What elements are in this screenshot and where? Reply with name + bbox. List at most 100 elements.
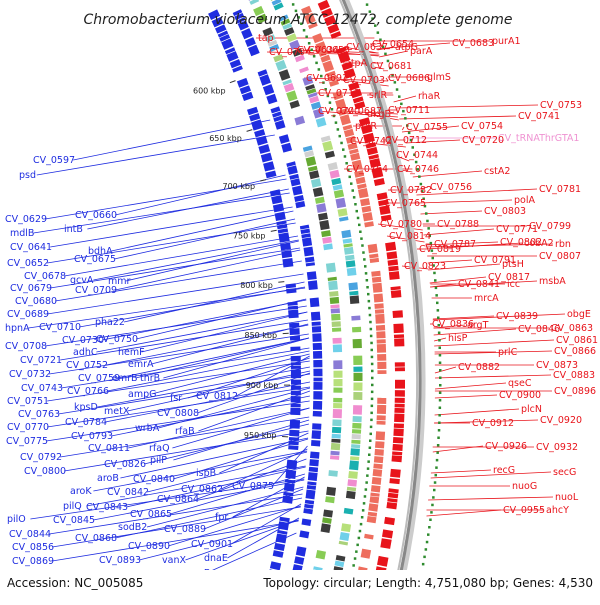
right-label-connector xyxy=(399,116,516,119)
gc-dot xyxy=(371,356,374,359)
forward-cds-track-block xyxy=(370,496,380,503)
reverse-cds-track-block xyxy=(256,136,268,146)
reverse-gene-track-block xyxy=(241,28,253,39)
reverse-gene-track-block xyxy=(303,508,313,514)
gene-label-reverse: emrB xyxy=(112,373,138,384)
cog-category-track-2-block xyxy=(249,0,259,5)
reverse-gene-track-block xyxy=(313,351,322,359)
gene-label-forward: CV_0746 xyxy=(397,164,439,175)
forward-gene-track-block xyxy=(390,469,401,478)
forward-gene-track-block xyxy=(387,251,398,259)
gc-dot xyxy=(369,447,372,450)
gene-label-forward: qseC xyxy=(508,378,532,389)
reverse-gene-track-block xyxy=(294,195,304,202)
gene-label-forward: CV_0741 xyxy=(518,111,560,122)
gc-dot xyxy=(365,272,368,275)
gc-dot xyxy=(439,392,442,395)
forward-gene-track-block xyxy=(389,271,400,280)
gene-label-reverse: CV_0784 xyxy=(65,417,107,428)
cog-category-track-block xyxy=(347,487,356,492)
reverse-cds-track-block xyxy=(273,203,284,212)
reverse-gene-track-block xyxy=(292,186,303,196)
gene-label-reverse: emrA xyxy=(128,359,154,370)
cog-category-track-block xyxy=(353,356,362,365)
gene-label-forward: CV_0744 xyxy=(396,150,438,161)
gene-label-reverse: CV_0812 xyxy=(196,391,238,402)
reverse-cds-track-block xyxy=(290,408,300,415)
gc-dot xyxy=(404,117,407,120)
gene-label-reverse: fsr xyxy=(170,393,182,404)
reverse-gene-track-block xyxy=(312,430,322,439)
gene-label-forward: icc xyxy=(507,279,520,290)
gc-dot xyxy=(292,3,295,5)
reverse-cds-track-block xyxy=(288,445,298,450)
cog-category-track-block xyxy=(352,423,361,429)
reverse-cds-track-block xyxy=(291,404,301,408)
cog-category-track-block xyxy=(341,230,351,239)
cog-category-track-block xyxy=(347,268,357,277)
reverse-gene-track-block xyxy=(263,84,274,95)
cog-category-track-block xyxy=(336,198,347,209)
gc-dot xyxy=(439,399,442,402)
cog-category-track-block xyxy=(343,243,352,247)
gene-label-forward: nuoG xyxy=(512,481,537,492)
forward-cds-track-block xyxy=(367,516,377,523)
gc-dot xyxy=(366,3,369,6)
forward-gene-track-block xyxy=(394,334,404,338)
gene-label-forward: CV_0883 xyxy=(553,370,595,381)
reverse-gene-track-block xyxy=(308,280,318,290)
forward-cds-track-block xyxy=(376,331,385,338)
cog-category-track-block xyxy=(322,141,333,152)
gene-label-reverse: CV_0865 xyxy=(130,509,172,520)
gene-label-forward: ptxR xyxy=(355,121,377,132)
gene-label-forward: CV_0756 xyxy=(430,182,472,193)
reverse-gene-track-block xyxy=(301,229,311,234)
gene-label-forward: CV_tRNAThrGTA1 xyxy=(498,133,579,144)
gc-dot xyxy=(429,519,432,522)
cog-category-track-block xyxy=(350,456,359,460)
cog-category-track-2-block xyxy=(294,116,305,126)
gc-dot xyxy=(371,363,374,366)
reverse-gene-track-block xyxy=(306,490,316,500)
gene-label-forward: CV_0703 xyxy=(343,75,385,86)
reverse-gene-track-block xyxy=(245,37,256,47)
gene-label-reverse: CV_0732 xyxy=(9,369,51,380)
reverse-cds-track-block xyxy=(289,441,299,446)
cog-category-track-block xyxy=(353,416,362,422)
gene-label-reverse: bdhA xyxy=(88,246,113,257)
forward-cds-track-block xyxy=(377,415,386,420)
gc-dot xyxy=(371,405,374,408)
cog-category-track-2-block xyxy=(333,398,342,403)
forward-cds-track-block xyxy=(371,271,381,277)
gene-label-forward: CV_0686 xyxy=(388,73,430,84)
forward-gene-track-block xyxy=(374,178,385,186)
reverse-cds-track-block xyxy=(286,283,296,288)
gc-dot xyxy=(356,544,359,547)
gc-dot xyxy=(366,286,369,289)
gc-dot xyxy=(362,509,365,512)
gc-dot xyxy=(315,62,318,65)
forward-cds-track-block xyxy=(377,354,386,361)
forward-gene-track-block xyxy=(385,242,396,252)
gc-dot xyxy=(354,557,357,560)
gc-dot xyxy=(439,384,442,387)
gene-label-reverse: CV_0689 xyxy=(7,309,49,320)
reverse-gene-track-block xyxy=(312,322,321,326)
left-label-connector xyxy=(111,211,293,251)
reverse-gene-track-block xyxy=(302,237,312,246)
reverse-gene-track-block xyxy=(309,459,319,466)
cog-category-track-2-block xyxy=(328,281,338,291)
gene-label-forward: CV_0932 xyxy=(536,442,578,453)
cog-category-track-block xyxy=(335,561,345,568)
gc-dot xyxy=(371,349,374,352)
gc-dot xyxy=(427,227,430,230)
gc-dot xyxy=(439,369,442,372)
gc-dot xyxy=(370,412,373,415)
cog-category-track-2-block xyxy=(316,203,326,213)
gc-dot xyxy=(427,533,430,536)
cog-category-track-2-block xyxy=(331,308,340,313)
gc-dot xyxy=(426,220,429,223)
